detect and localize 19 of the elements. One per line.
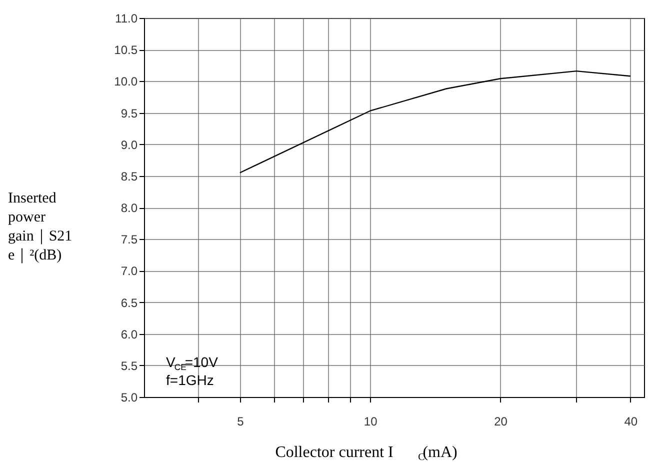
annotation: f=1GHz	[166, 372, 214, 388]
y-tick-label: 9.5	[120, 106, 138, 120]
y-tick-label: 6.5	[120, 296, 138, 310]
y-tick-label: 5.0	[120, 390, 138, 404]
y-tick-label: 10.5	[114, 43, 138, 58]
x-tick-label: 40	[624, 414, 638, 428]
x-tick-label: 5	[237, 414, 244, 428]
y-tick-label: 10.0	[114, 74, 138, 89]
y-tick-label: 11.0	[115, 12, 138, 26]
y-tick-label: 5.5	[120, 358, 138, 373]
y-tick-label: 7.0	[120, 264, 138, 278]
y-tick-label: 8.0	[120, 201, 138, 215]
y-tick-label: 6.0	[120, 327, 138, 342]
y-tick-label: 7.5	[120, 232, 138, 247]
y-tick-label: 8.5	[120, 169, 138, 184]
y-axis-title: Inserted power gain｜S21e｜²(dB)	[8, 190, 72, 264]
y-tick-label: 9.0	[120, 138, 138, 152]
x-tick-label: 20	[494, 414, 508, 428]
x-tick-label: 10	[364, 414, 378, 428]
